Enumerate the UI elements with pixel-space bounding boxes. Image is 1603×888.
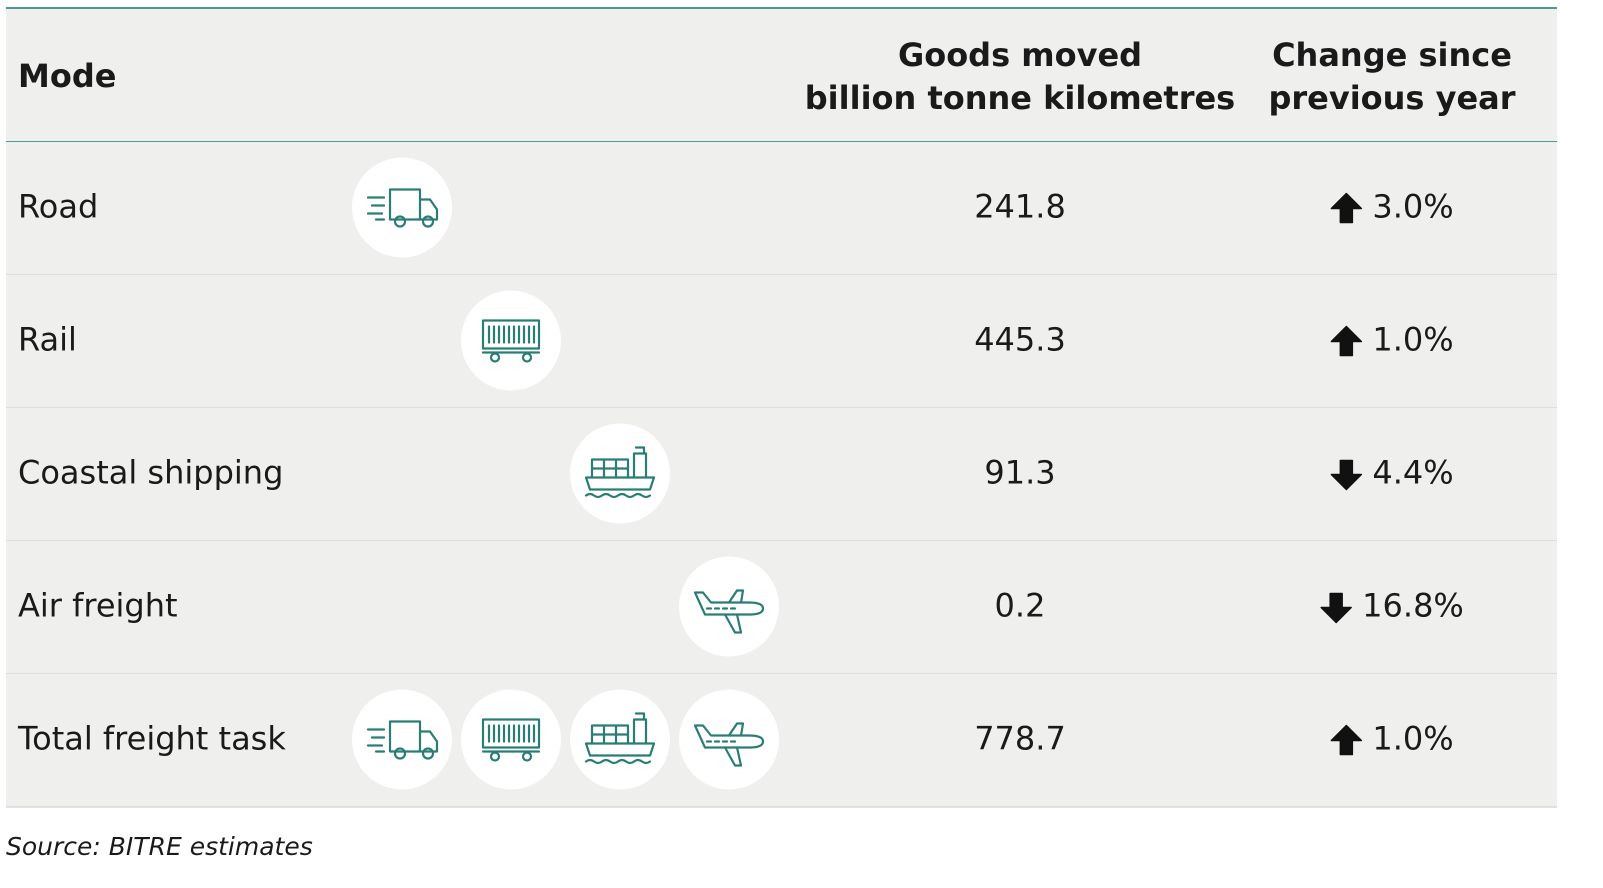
header-goods: Goods moved [898, 36, 1142, 74]
icon-circle [461, 689, 561, 790]
change: 4.4% [1372, 454, 1453, 492]
change: 3.0% [1372, 188, 1453, 226]
icon-circle [679, 689, 779, 790]
header-bg [6, 8, 1557, 142]
mode: Air freight [18, 587, 178, 625]
row-bg [6, 408, 1557, 541]
icon-circle [352, 689, 452, 790]
mode: Coastal shipping [18, 454, 283, 492]
change-arrow [1320, 592, 1352, 624]
source: Source: BITRE estimates [6, 832, 313, 861]
change: 16.8% [1362, 587, 1464, 625]
change: 1.0% [1372, 321, 1453, 359]
mode: Road [18, 188, 98, 226]
row-bg [6, 142, 1557, 275]
icon-circle [679, 556, 779, 657]
row-bg [6, 541, 1557, 674]
row-bg [6, 674, 1557, 807]
icon-circle [570, 423, 670, 524]
header-goods: billion tonne kilometres [805, 79, 1235, 117]
goods-moved: 241.8 [974, 188, 1066, 226]
change: 1.0% [1372, 720, 1453, 758]
change-arrow [1330, 192, 1363, 224]
icon-circle [352, 157, 452, 258]
header-change: previous year [1268, 79, 1515, 117]
mode: Total freight task [17, 720, 286, 758]
change-arrow [1330, 459, 1363, 491]
goods-moved: 91.3 [984, 454, 1055, 492]
goods-moved: 445.3 [974, 321, 1066, 359]
change-arrow [1330, 724, 1363, 756]
goods-moved: 0.2 [995, 587, 1046, 625]
mode: Rail [18, 321, 77, 359]
icon-circle [570, 689, 670, 790]
header-mode: Mode [18, 57, 116, 95]
row-bg [6, 275, 1557, 408]
header-change: Change since [1272, 36, 1512, 74]
change-arrow [1330, 325, 1363, 357]
goods-moved: 778.7 [974, 720, 1066, 758]
icon-circle [461, 290, 561, 391]
